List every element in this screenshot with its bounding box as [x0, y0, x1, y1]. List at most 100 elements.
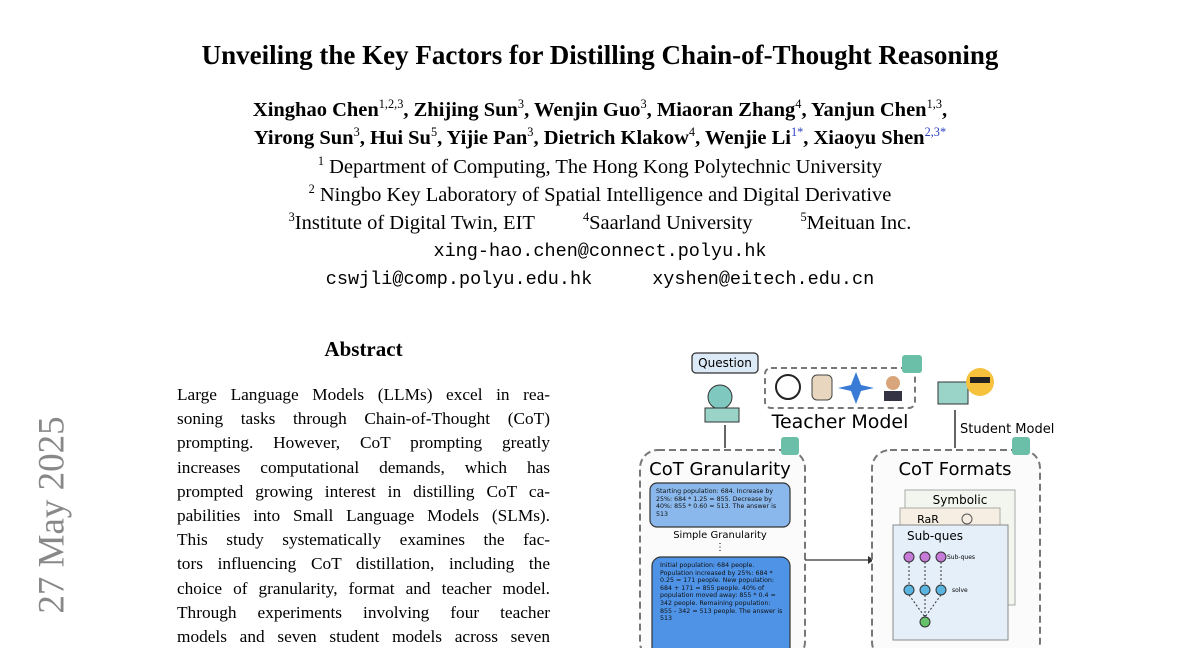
separator: , [359, 126, 365, 149]
student-icon [937, 381, 969, 405]
affiliation-line: 3Institute of Digital Twin, EIT 4Saarland… [0, 210, 1200, 235]
separator: , [801, 98, 807, 121]
node [919, 584, 931, 596]
affiliation: 5Meituan Inc. [800, 210, 912, 234]
author-name: Wenjin Guo [533, 98, 641, 121]
separator: , [403, 98, 409, 121]
author-affil: 3 [640, 97, 647, 111]
edge [908, 562, 942, 618]
node-label: Sub-ques [947, 554, 975, 561]
author-affil: 1* [790, 125, 804, 139]
ellipsis: ⋮ [715, 542, 725, 553]
abstract-line: increases computational demands, which h… [177, 457, 550, 477]
separator: , [533, 126, 539, 149]
author-name: Yijie Pan [446, 126, 528, 149]
abstract-heading: Abstract [324, 337, 403, 361]
author-affil: 2,3* [924, 125, 947, 139]
node [935, 584, 947, 596]
node [903, 551, 915, 563]
separator: , [803, 126, 809, 149]
example-box [651, 556, 791, 648]
author-line: Yirong Sun3, Hui Su5, Yijie Pan3, Dietri… [0, 125, 1200, 150]
model-icon [811, 374, 833, 401]
email: xyshen@eitech.edu.cn [652, 269, 875, 290]
separator: , [695, 126, 701, 149]
email: cswjli@comp.polyu.edu.hk [325, 269, 593, 290]
question-mark-icon [781, 437, 799, 455]
separator: , [646, 98, 652, 121]
node-graph [903, 551, 947, 628]
author-affil: 3 [527, 125, 534, 139]
node-label: solve [952, 587, 968, 594]
format-sheet [892, 524, 1009, 641]
affiliation: 4Saarland University [582, 210, 753, 234]
affiliation-text: Meituan Inc. [806, 211, 912, 234]
node [935, 551, 947, 563]
teacher-icon [704, 407, 740, 423]
author-affil: 4 [795, 97, 802, 111]
format-label: Sub-ques [907, 529, 963, 543]
model-icon [886, 376, 900, 390]
affiliation-text: Ningbo Key Laboratory of Spatial Intelli… [319, 183, 892, 206]
email: xing-hao.chen@connect.polyu.hk [433, 241, 767, 262]
arrow-head [868, 556, 874, 564]
affiliation: 1 Department of Computing, The Hong Kong… [317, 154, 883, 178]
affiliation-number: 1 [317, 154, 324, 168]
simple-label: Simple Granularity [673, 530, 767, 541]
affiliation: 2 Ningbo Key Laboratory of Spatial Intel… [308, 182, 892, 206]
abstract-line: soning tasks through Chain-of-Thought (C… [177, 409, 550, 429]
teacher-box [764, 367, 916, 409]
detailed-example: Initial population: 684 people. Populati… [660, 562, 783, 623]
formats-title: CoT Formats [898, 459, 1011, 480]
node [961, 513, 973, 525]
author-affil: 3 [517, 97, 525, 111]
affiliation-text: Institute of Digital Twin, EIT [294, 211, 535, 234]
granularity-title: CoT Granularity [649, 459, 791, 480]
separator: , [437, 126, 443, 149]
abstract-line: pabilities into Small Language Models (S… [177, 506, 550, 525]
student-label: Student Model [960, 422, 1054, 437]
abstract-line: choice of granularity, format and teache… [177, 578, 550, 598]
example-box [649, 482, 791, 528]
affiliation-line: 2 Ningbo Key Laboratory of Spatial Intel… [0, 182, 1200, 207]
simple-example: Starting population: 684. Increase by 25… [656, 488, 777, 518]
affiliation-number: 2 [308, 182, 315, 196]
question-mark-icon [902, 355, 922, 373]
student-emoji [970, 377, 990, 383]
node [919, 616, 931, 628]
author-name: Xinghao Chen [252, 98, 379, 121]
author-name: Dietrich Klakow [543, 126, 689, 149]
email-line: cswjli@comp.polyu.edu.hk xyshen@eitech.ed… [0, 269, 1200, 290]
author-name: Wenjie Li [704, 126, 791, 149]
question-mark-icon [1012, 437, 1030, 455]
model-icon [884, 391, 902, 401]
format-label: Symbolic [933, 493, 988, 507]
author-affil: 1,3 [926, 97, 942, 111]
model-icon [775, 374, 801, 400]
separator: , [524, 98, 530, 121]
author-name: Xiaoyu Shen [813, 126, 925, 149]
affiliation-text: Department of Computing, The Hong Kong P… [329, 155, 883, 178]
affiliation-number: 4 [582, 210, 590, 224]
abstract-line: This study systematically examines the f… [177, 530, 550, 550]
abstract-line: Through experiments involving four teach… [177, 602, 550, 622]
abstract-line: tors influencing CoT distillation, inclu… [177, 554, 550, 574]
author-affil: 5 [430, 125, 438, 139]
abstract-line: prompted growing interest in distilling … [177, 481, 550, 501]
paper-title: Unveiling the Key Factors for Distilling… [201, 40, 999, 70]
affiliation-number: 5 [800, 210, 807, 224]
abstract-line: models and seven student models across s… [177, 627, 550, 646]
author-line: Xinghao Chen1,2,3, Zhijing Sun3, Wenjin … [0, 97, 1200, 122]
teacher-label: Teacher Model [771, 411, 909, 433]
author-name: Yanjun Chen [810, 98, 927, 121]
author-affil: 3 [353, 125, 360, 139]
author-affil: 1,2,3 [378, 97, 404, 111]
separator: , [941, 98, 948, 121]
author-name: Zhijing Sun [413, 98, 518, 121]
teacher-icon [707, 384, 733, 410]
question-label: Question [698, 356, 752, 370]
node [919, 551, 931, 563]
question-box [691, 352, 759, 374]
